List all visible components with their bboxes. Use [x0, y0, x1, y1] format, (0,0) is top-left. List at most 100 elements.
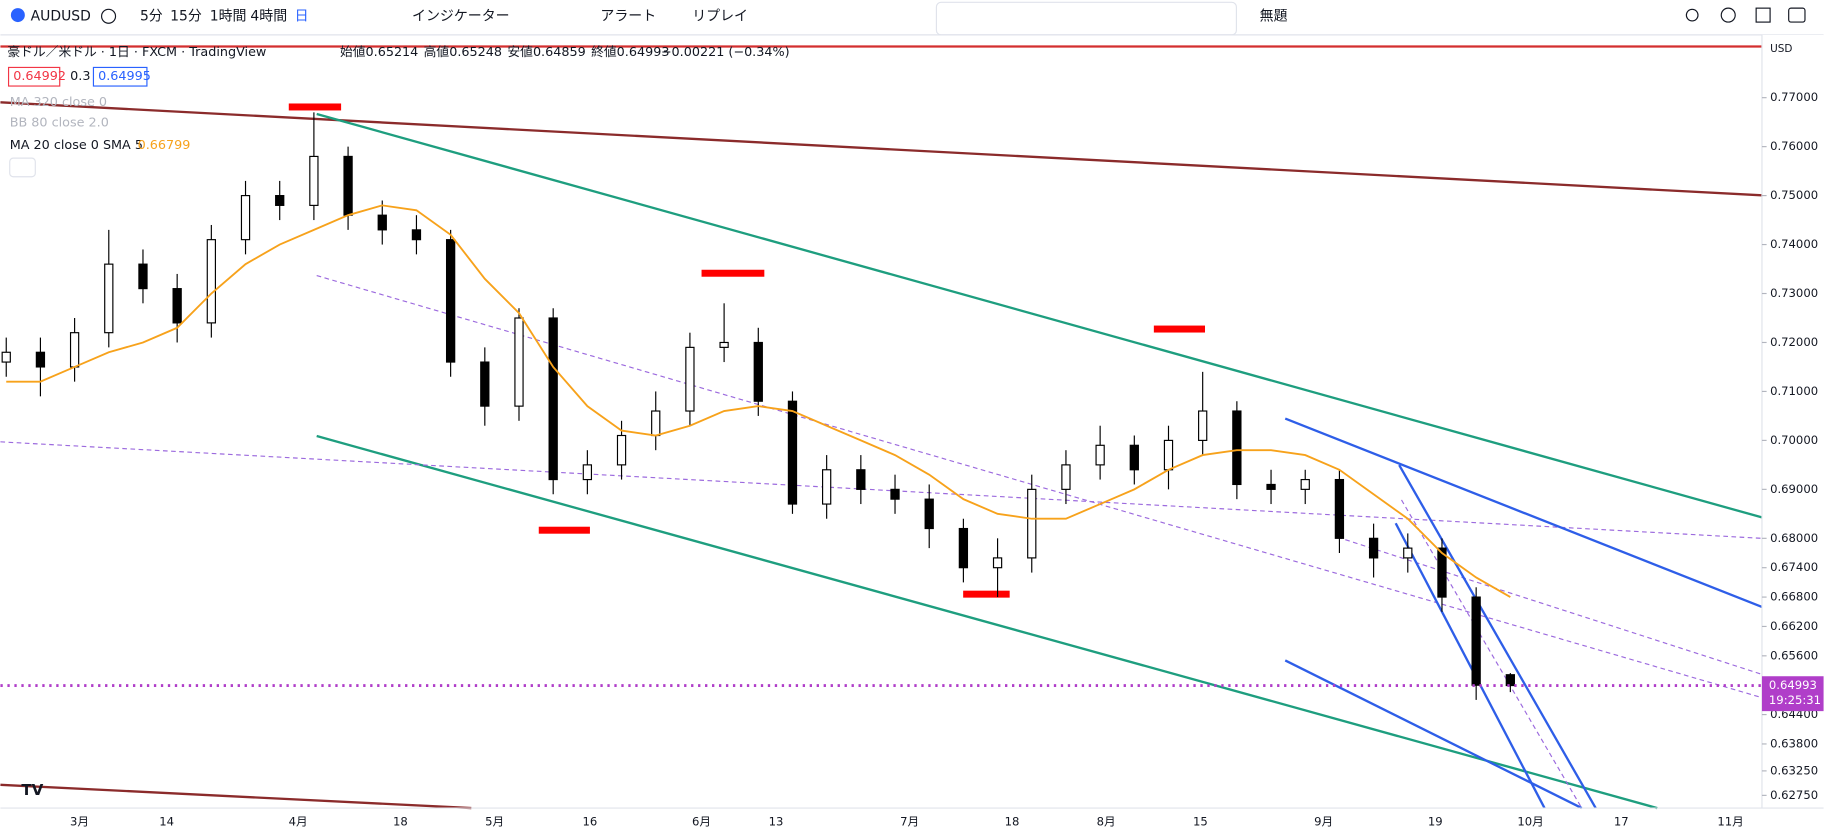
y-tick-label: 0.62750 — [1770, 788, 1818, 802]
y-tick-label: 0.68000 — [1770, 531, 1818, 545]
interval[interactable]: 15分 — [170, 8, 202, 24]
currency: USD — [1770, 43, 1792, 55]
legend-title: 豪ドル／米ドル · 1日 · FXCM · TradingView — [7, 44, 266, 60]
x-tick-label: 6月 — [692, 815, 711, 829]
candle-body — [890, 488, 900, 500]
candle-body — [856, 469, 866, 490]
channel-line — [316, 434, 1658, 810]
dashed-line — [1401, 499, 1583, 809]
x-tick-label: 18 — [1005, 815, 1020, 829]
candle-body — [1505, 674, 1515, 687]
candle-body — [822, 469, 832, 505]
marker — [1153, 325, 1206, 333]
candle-body — [377, 214, 387, 231]
study: MA 20 close 0 SMA 5 — [10, 138, 143, 153]
candle-body — [1198, 410, 1208, 441]
candle-body — [1368, 537, 1379, 559]
candle-body — [480, 361, 490, 407]
replay-button[interactable]: リプレイ — [692, 8, 748, 24]
candle-body — [172, 288, 182, 324]
candle-body — [1061, 464, 1071, 490]
toolbar-bg — [0, 0, 1824, 35]
candle-body — [1471, 596, 1481, 686]
x-tick-label: 4月 — [289, 815, 308, 829]
candle-body — [616, 434, 627, 466]
candle-body — [1266, 483, 1276, 490]
x-tick-label: 8月 — [1097, 815, 1116, 829]
search-button[interactable] — [1685, 8, 1699, 22]
bid[interactable]: 0.64992 — [13, 69, 66, 84]
candle-body — [958, 527, 969, 569]
x-tick-label: 14 — [159, 815, 174, 829]
ohlc-label: 始値 — [340, 44, 366, 60]
blue-lines — [1284, 417, 1763, 810]
dashed-line — [316, 275, 1763, 699]
channel-line — [316, 112, 1763, 519]
x-tick-label: 18 — [393, 815, 408, 829]
ask-box[interactable] — [92, 66, 148, 87]
candle-body — [104, 263, 114, 334]
candle-body — [1095, 444, 1105, 466]
x-tick-label: 19 — [1428, 815, 1443, 829]
dashed-line — [1337, 536, 1763, 675]
candle-body — [924, 498, 934, 530]
interval[interactable]: 4時間 — [250, 8, 287, 24]
marker — [288, 103, 342, 111]
ask[interactable]: 0.64995 — [98, 69, 151, 84]
indicators-button[interactable]: インジケーター — [412, 8, 510, 24]
candle-body — [1437, 547, 1447, 598]
tv-logo: TV — [21, 781, 43, 799]
candle-body — [685, 346, 695, 412]
interval[interactable]: 日 — [295, 8, 309, 24]
y-tick-label: 0.63800 — [1770, 736, 1818, 750]
x-tick-label: 9月 — [1314, 815, 1333, 829]
settings-button[interactable] — [1720, 7, 1736, 23]
alert-button[interactable]: アラート — [600, 8, 656, 24]
x-tick-label: 3月 — [70, 815, 89, 829]
x-tick-label: 11月 — [1717, 815, 1743, 829]
dashed-line — [0, 441, 1762, 539]
y-tick-label: 0.66800 — [1770, 590, 1818, 604]
fullscreen-button[interactable] — [1755, 7, 1771, 23]
bid-box[interactable] — [7, 66, 61, 87]
y-tick-label: 0.75000 — [1770, 188, 1818, 202]
study: BB 80 close 2.0 — [10, 116, 109, 131]
candle-body — [138, 263, 148, 290]
legend: 豪ドル／米ドル · 1日 · FXCM · TradingView 始値 0.6… — [7, 44, 790, 178]
candle-body — [992, 557, 1003, 569]
x-tick-label: 15 — [1193, 815, 1208, 829]
spread: 0.3 — [70, 69, 90, 84]
candle-body — [753, 341, 763, 402]
candle-body — [1, 351, 11, 363]
marker — [701, 269, 765, 277]
interval[interactable]: 5分 — [140, 8, 163, 24]
y-tick-label: 0.70000 — [1770, 433, 1818, 447]
price-tag — [1761, 676, 1824, 712]
marker — [963, 590, 1010, 598]
x-tick-label: 5月 — [485, 815, 504, 829]
candle-body — [1232, 410, 1242, 486]
add-symbol[interactable] — [100, 8, 117, 24]
x-tick-label: 13 — [769, 815, 784, 829]
candle-body — [309, 155, 319, 206]
ohlc-label: 高値 — [424, 44, 450, 60]
y-tick-label: 0.74000 — [1770, 237, 1818, 251]
countdown: 19:25:31 — [1769, 693, 1821, 707]
candle-body — [582, 464, 593, 481]
ohlc-change: −0.00221 (−0.34%) — [661, 45, 790, 60]
symbol[interactable]: AUDUSD — [31, 8, 91, 24]
interval[interactable]: 1時間 — [210, 8, 247, 24]
x-tick-label: 10月 — [1517, 815, 1543, 829]
x-tick-label: 7月 — [900, 815, 919, 829]
y-tick-label: 0.65600 — [1770, 648, 1818, 662]
study: MA 320 close 0 — [10, 95, 107, 110]
symbol-flag — [10, 8, 25, 23]
blue-line — [1284, 417, 1763, 609]
screenshot-button[interactable] — [1788, 7, 1806, 23]
collapse-button[interactable] — [9, 157, 36, 178]
candle-body — [1300, 478, 1310, 490]
plot — [0, 45, 1763, 810]
candle-body — [411, 229, 422, 241]
dashed-lines — [0, 275, 1763, 809]
layout-name[interactable]: 無題 — [1260, 8, 1288, 24]
